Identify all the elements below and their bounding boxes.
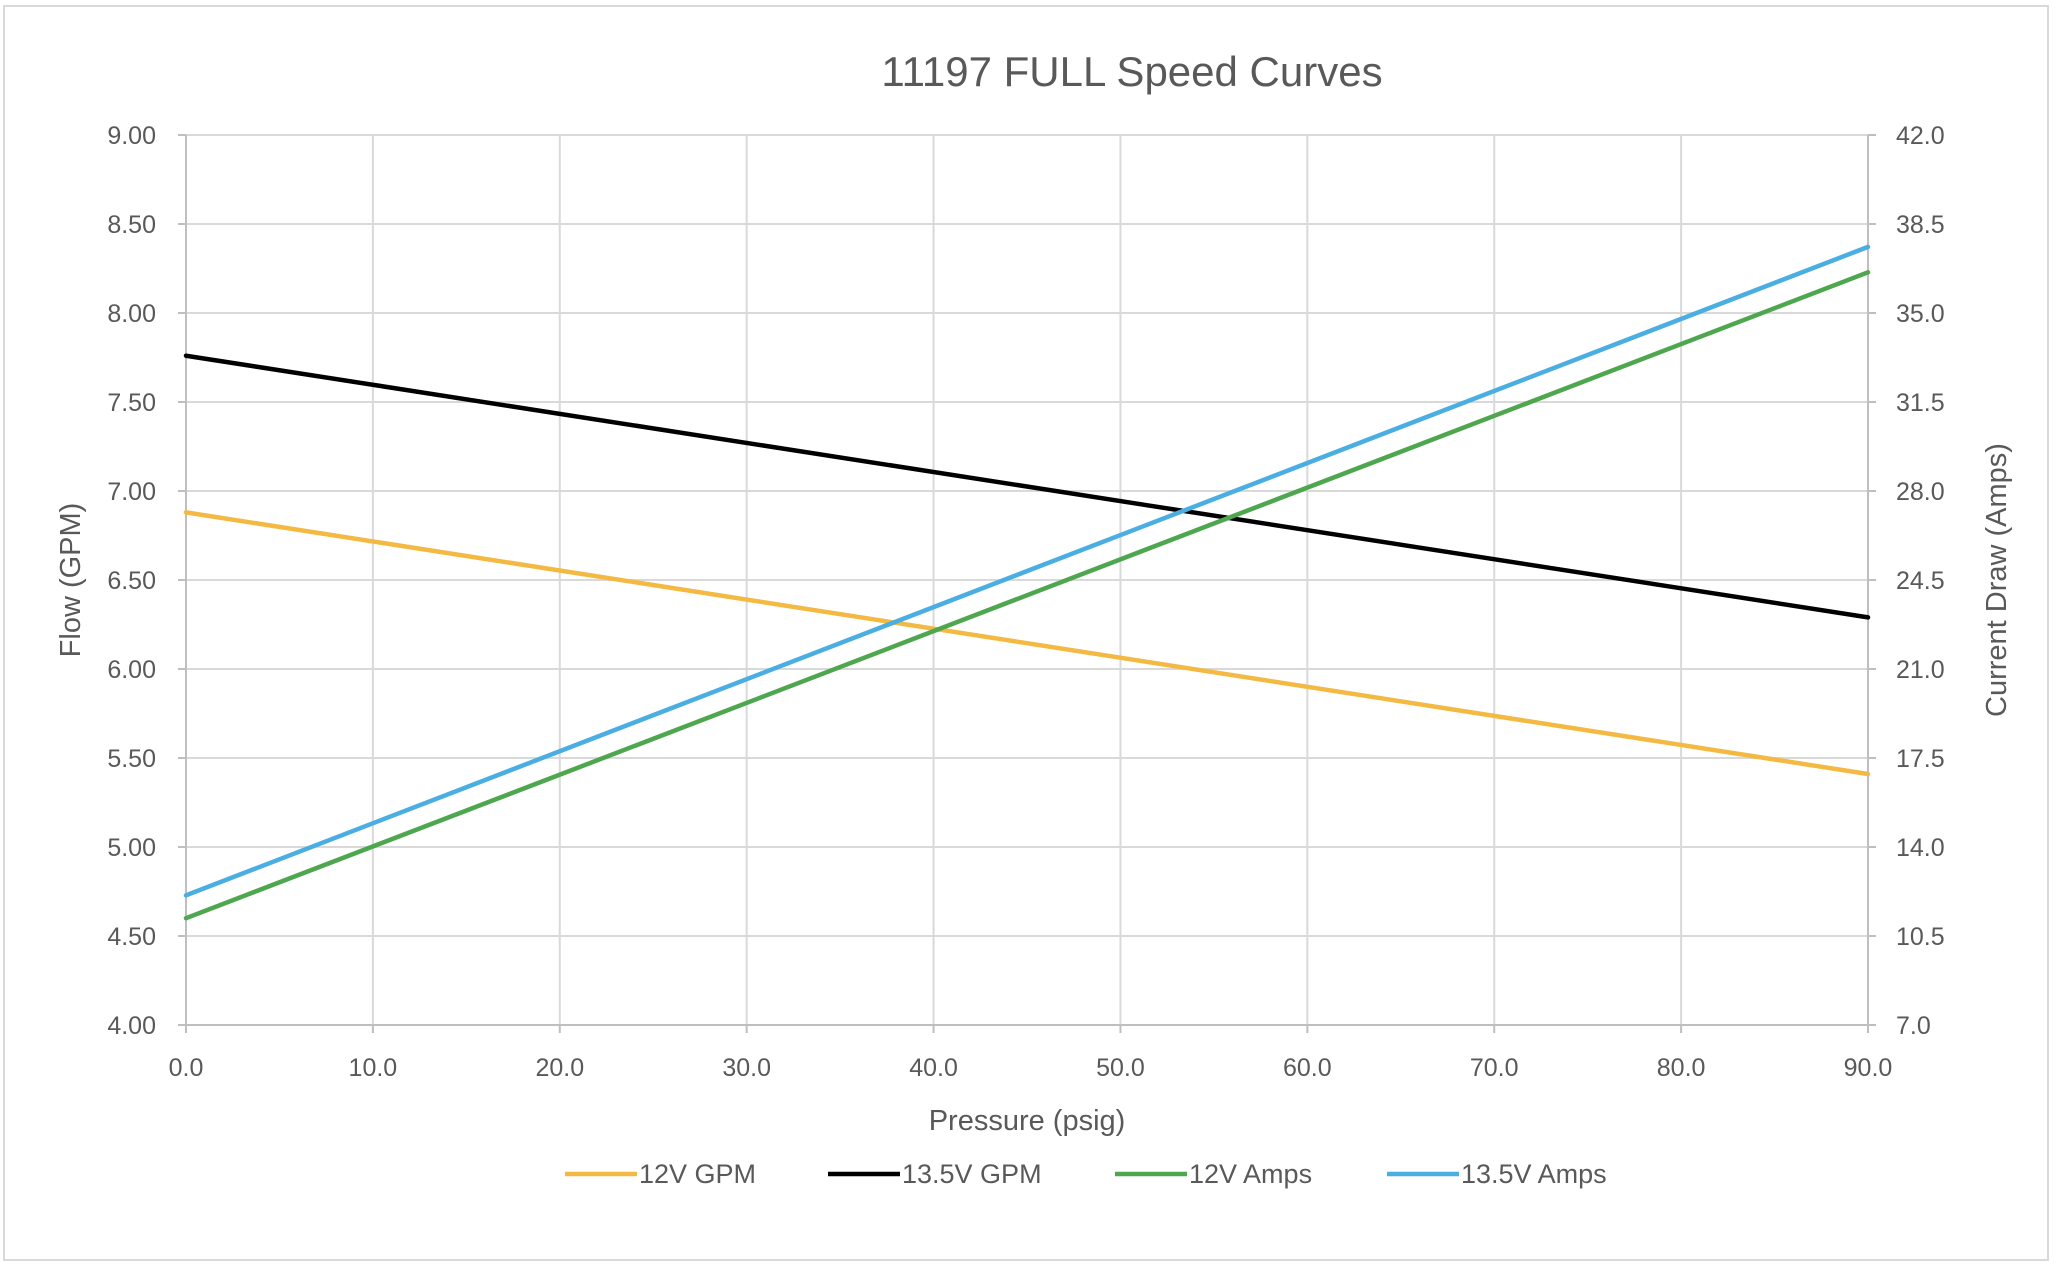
legend-item: 12V GPM: [565, 1159, 756, 1189]
y2-axis-title: Current Draw (Amps): [1981, 443, 2013, 717]
x-tick-label: 40.0: [909, 1054, 958, 1082]
x-tick-label: 30.0: [722, 1054, 771, 1082]
y2-tick-label: 10.5: [1896, 923, 1945, 951]
legend: 12V GPM 13.5V GPM 12V Amps 13.5V Amps: [565, 1159, 1607, 1189]
legend-label: 12V GPM: [639, 1159, 756, 1189]
x-tick-label: 20.0: [535, 1054, 584, 1082]
y-tick-label: 4.50: [107, 923, 156, 951]
y-tick-label: 5.50: [107, 745, 156, 773]
legend-label: 13.5V GPM: [902, 1159, 1042, 1189]
x-tick-label: 60.0: [1283, 1054, 1332, 1082]
legend-label: 12V Amps: [1189, 1159, 1312, 1189]
y2-tick-label: 21.0: [1896, 656, 1945, 684]
y2-tick-label: 31.5: [1896, 389, 1945, 417]
y2-tick-label: 17.5: [1896, 745, 1945, 773]
y-tick-label: 9.00: [107, 122, 156, 150]
y-tick-label: 8.00: [107, 300, 156, 328]
y-tick-label: 6.50: [107, 567, 156, 595]
x-tick-label: 80.0: [1657, 1054, 1706, 1082]
y-tick-label: 8.50: [107, 211, 156, 239]
x-tick-label: 0.0: [169, 1054, 204, 1082]
x-axis-title: Pressure (psig): [929, 1105, 1126, 1137]
series-line-12v-gpm: [183, 510, 1871, 777]
chart-frame: [3, 5, 2049, 1261]
x-tick-label: 90.0: [1844, 1054, 1893, 1082]
y-tick-label: 4.00: [107, 1012, 156, 1040]
y2-tick-label: 24.5: [1896, 567, 1945, 595]
y2-tick-label: 14.0: [1896, 834, 1945, 862]
y2-tick-label: 35.0: [1896, 300, 1945, 328]
series-lines: [183, 244, 1871, 921]
y2-tick-label: 42.0: [1896, 122, 1945, 150]
legend-item: 13.5V GPM: [828, 1159, 1042, 1189]
y-tick-label: 5.00: [107, 834, 156, 862]
y2-tick-label: 38.5: [1896, 211, 1945, 239]
x-tick-label: 50.0: [1096, 1054, 1145, 1082]
grid-lines: [178, 134, 1876, 1033]
y-tick-label: 7.50: [107, 389, 156, 417]
series-line-13-5v-gpm: [183, 353, 1871, 620]
y2-tick-label: 28.0: [1896, 478, 1945, 506]
x-tick-label: 70.0: [1470, 1054, 1519, 1082]
chart-title: 11197 FULL Speed Curves: [881, 48, 1382, 95]
y2-tick-label: 7.0: [1896, 1012, 1931, 1040]
legend-item: 12V Amps: [1115, 1159, 1312, 1189]
series-line-12v-amps: [183, 270, 1871, 921]
x-tick-label: 10.0: [349, 1054, 398, 1082]
y-axis-title: Flow (GPM): [55, 503, 87, 658]
legend-item: 13.5V Amps: [1387, 1159, 1607, 1189]
tick-labels: 4.00 7.0 4.50 10.5 5.00 14.0 5.50 17.5 6.00 21.0 6…: [107, 122, 1944, 1082]
y-tick-label: 6.00: [107, 656, 156, 684]
y-tick-label: 7.00: [107, 478, 156, 506]
series-line-13-5v-amps: [183, 244, 1871, 898]
legend-label: 13.5V Amps: [1461, 1159, 1607, 1189]
